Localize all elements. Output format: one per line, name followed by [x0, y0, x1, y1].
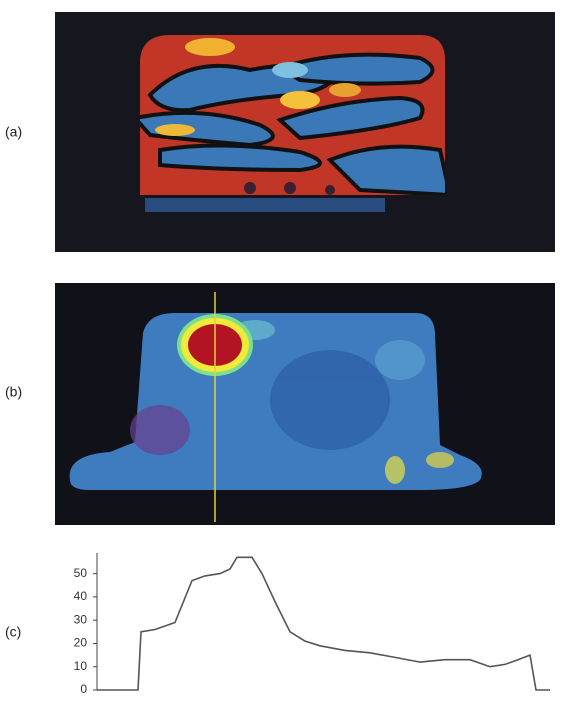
y-tick-label: 20	[74, 636, 88, 650]
image-a	[55, 12, 555, 252]
profile-line	[97, 556, 550, 691]
image-b	[55, 283, 555, 525]
y-tick-label: 40	[74, 589, 88, 603]
y-tick-label: 10	[74, 659, 88, 673]
y-tick-label: 50	[74, 566, 88, 580]
y-tick-label: 30	[74, 612, 88, 626]
panel-label: (c)	[5, 624, 21, 640]
panel-label: (b)	[5, 384, 22, 400]
y-tick-label: 0	[80, 682, 87, 696]
panel-label: (a)	[5, 124, 22, 140]
